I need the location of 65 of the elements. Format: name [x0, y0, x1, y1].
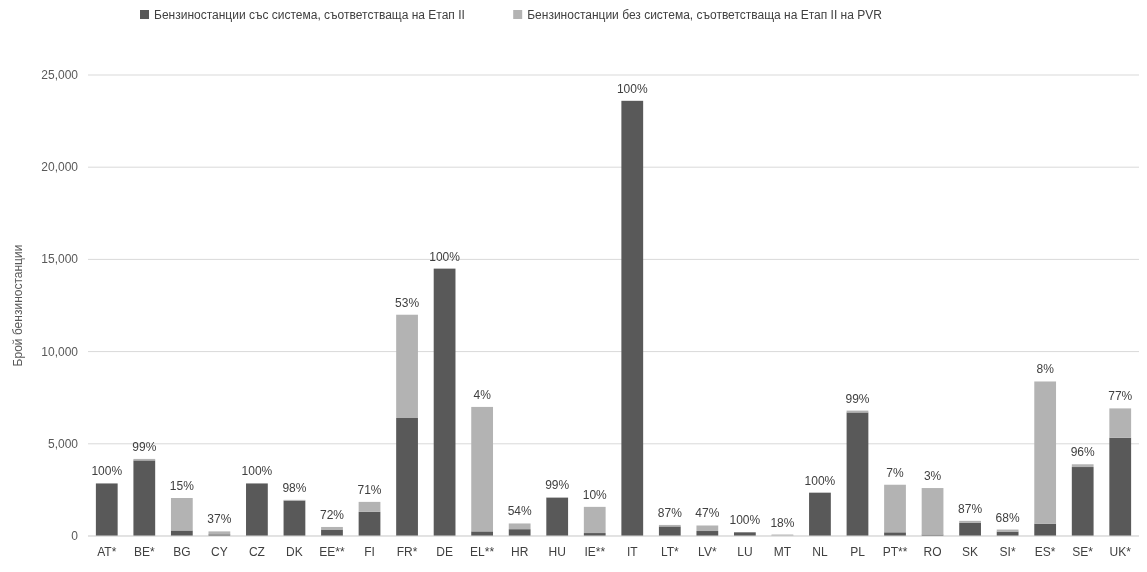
x-tick-label: UK* — [1109, 545, 1132, 559]
x-tick-label: EL** — [470, 545, 495, 559]
y-tick-label: 25,000 — [41, 68, 79, 82]
x-tick-label: RO — [923, 545, 942, 559]
x-tick-label: LT* — [660, 545, 680, 559]
annotation: 3% — [923, 469, 942, 484]
x-tick-label: AT* — [97, 545, 117, 559]
x-tick-label: DK — [286, 545, 303, 559]
x-tick-label: HR — [510, 545, 529, 559]
x-tick-label: PT** — [882, 545, 908, 559]
x-tick-label: DE — [436, 545, 453, 559]
x-tick-label: SI* — [999, 545, 1016, 559]
annotation: 100% — [804, 473, 836, 488]
x-tick-label: LU — [737, 545, 753, 559]
annotation: 99% — [545, 478, 570, 493]
annotation: 100% — [729, 513, 761, 528]
x-tick-label: CY — [211, 545, 228, 559]
annotation: 71% — [357, 482, 382, 497]
x-tick-label: SK — [962, 545, 979, 559]
x-tick-label: CZ — [248, 545, 265, 559]
annotation: 54% — [507, 504, 532, 519]
x-tick-label: FR* — [396, 545, 418, 559]
annotation: 100% — [429, 249, 461, 264]
y-axis-title: Брой бензиностанции — [11, 244, 25, 367]
annotation: 100% — [241, 464, 273, 479]
y-tick-label: 5,000 — [47, 436, 79, 451]
y-tick-label: 15,000 — [41, 252, 79, 267]
x-tick-label: NL — [812, 545, 828, 559]
x-tick-label: ES* — [1034, 545, 1056, 559]
x-tick-label: LV* — [698, 545, 717, 559]
x-tick-label: PL — [850, 545, 866, 559]
annotation: 18% — [770, 515, 795, 530]
x-tick-label: FI — [364, 545, 375, 559]
annotation: 100% — [616, 81, 648, 96]
annotation: 7% — [886, 465, 905, 480]
x-tick-label: HU — [548, 545, 566, 559]
annotation: 99% — [845, 391, 870, 406]
annotation: 68% — [995, 510, 1020, 525]
annotation: 53% — [395, 295, 420, 310]
x-tick-label: IT — [626, 545, 639, 559]
annotation: 4% — [473, 387, 492, 402]
x-tick-label: MT — [773, 545, 792, 559]
annotation: 99% — [132, 439, 157, 454]
annotation: 87% — [657, 505, 683, 520]
annotation: 8% — [1036, 362, 1055, 377]
y-tick-label: 20,000 — [41, 160, 79, 175]
x-tick-label: BE* — [133, 545, 155, 559]
x-tick-label: SE* — [1072, 545, 1094, 559]
annotation: 10% — [582, 487, 608, 502]
annotation: 100% — [91, 464, 123, 479]
legend-label: Бензиностанции без система, съответстваща на Етап II на PVR — [527, 8, 883, 22]
annotation: 98% — [282, 480, 307, 495]
annotation: 87% — [958, 501, 983, 516]
annotation: 77% — [1108, 389, 1133, 404]
annotation: 47% — [695, 506, 720, 521]
annotation: 72% — [319, 507, 345, 522]
x-tick-label: IE** — [584, 545, 606, 559]
annotation: 37% — [207, 512, 232, 527]
x-tick-label: BG — [173, 545, 191, 559]
y-tick-label: 10,000 — [41, 344, 79, 359]
x-tick-label: EE** — [319, 545, 345, 559]
annotation: 15% — [169, 479, 195, 494]
y-tick-label: 0 — [71, 529, 79, 543]
annotation: 96% — [1070, 445, 1096, 460]
legend-label: Бензиностанции със система, съответстваща на Етап II — [154, 8, 465, 22]
